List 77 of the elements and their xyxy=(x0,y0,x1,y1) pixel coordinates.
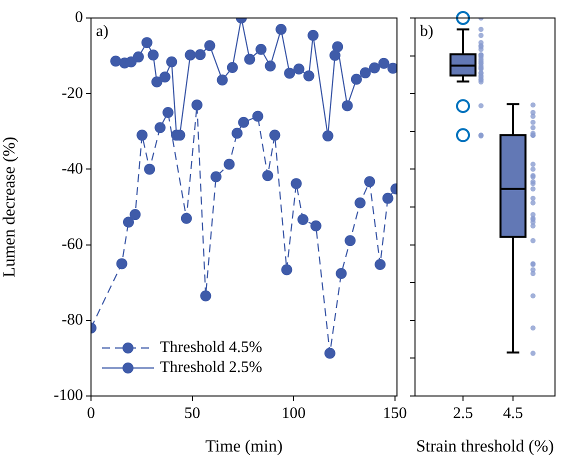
point xyxy=(354,197,366,208)
point xyxy=(284,68,296,79)
point xyxy=(297,214,308,225)
y-axis-title: Lumen decrease (%) xyxy=(0,136,19,278)
point xyxy=(350,74,362,85)
annotation: b) xyxy=(420,23,434,40)
point xyxy=(162,107,174,118)
point xyxy=(360,67,371,78)
point xyxy=(224,158,235,170)
point xyxy=(262,170,274,182)
point xyxy=(322,130,334,142)
point xyxy=(116,258,128,270)
point xyxy=(238,116,250,128)
point xyxy=(252,110,264,122)
point xyxy=(264,60,276,72)
point xyxy=(226,62,238,74)
point xyxy=(216,74,228,86)
point xyxy=(378,58,390,69)
point xyxy=(332,41,344,52)
point xyxy=(308,30,319,41)
point xyxy=(324,348,336,359)
point xyxy=(136,130,148,141)
point xyxy=(364,176,376,188)
x-tick-label: 100 xyxy=(282,404,306,422)
point xyxy=(232,128,243,139)
x-axis-title: Strain threshold (%) xyxy=(416,436,554,456)
point xyxy=(191,99,202,110)
point xyxy=(126,56,137,68)
x-axis-title: Time (min) xyxy=(205,436,283,456)
point xyxy=(303,70,314,82)
point xyxy=(200,290,212,302)
point xyxy=(336,268,347,280)
point xyxy=(387,62,397,74)
annotation: a) xyxy=(96,23,108,40)
point xyxy=(382,192,394,204)
x-tick-label: 0 xyxy=(87,404,95,422)
y-tick-label: -60 xyxy=(62,236,83,254)
legend-label: Threshold 4.5% xyxy=(160,338,262,358)
point xyxy=(130,209,141,220)
point xyxy=(210,171,222,182)
y-tick-label: -20 xyxy=(62,84,83,102)
point xyxy=(329,50,340,61)
point xyxy=(344,235,356,246)
point xyxy=(256,44,266,55)
point xyxy=(151,76,162,88)
point xyxy=(290,178,302,190)
x-tick-label: 2.5 xyxy=(453,404,473,422)
x-tick-label: 4.5 xyxy=(503,404,523,422)
y-tick-label: -40 xyxy=(62,160,83,178)
point xyxy=(310,220,322,232)
point xyxy=(166,56,178,68)
point xyxy=(159,71,170,82)
point xyxy=(293,64,304,75)
x-tick-label: 50 xyxy=(184,404,200,422)
point xyxy=(144,164,156,175)
point xyxy=(110,56,122,67)
point xyxy=(281,264,292,276)
point xyxy=(184,50,196,61)
point xyxy=(269,130,280,141)
point xyxy=(204,40,216,52)
y-tick-label: 0 xyxy=(75,9,83,26)
legend-label: Threshold 2.5% xyxy=(160,358,262,378)
x-tick-label: 150 xyxy=(382,404,407,422)
point xyxy=(154,122,166,134)
point xyxy=(342,100,353,112)
point xyxy=(194,49,206,60)
point xyxy=(368,62,380,74)
point xyxy=(122,216,134,228)
point xyxy=(132,51,144,62)
point xyxy=(244,54,256,65)
point xyxy=(276,24,287,35)
point xyxy=(180,212,192,224)
point xyxy=(141,37,152,48)
y-tick-label: -80 xyxy=(62,312,83,329)
y-tick-label: -100 xyxy=(54,387,83,404)
point xyxy=(374,258,386,270)
point xyxy=(148,50,159,61)
